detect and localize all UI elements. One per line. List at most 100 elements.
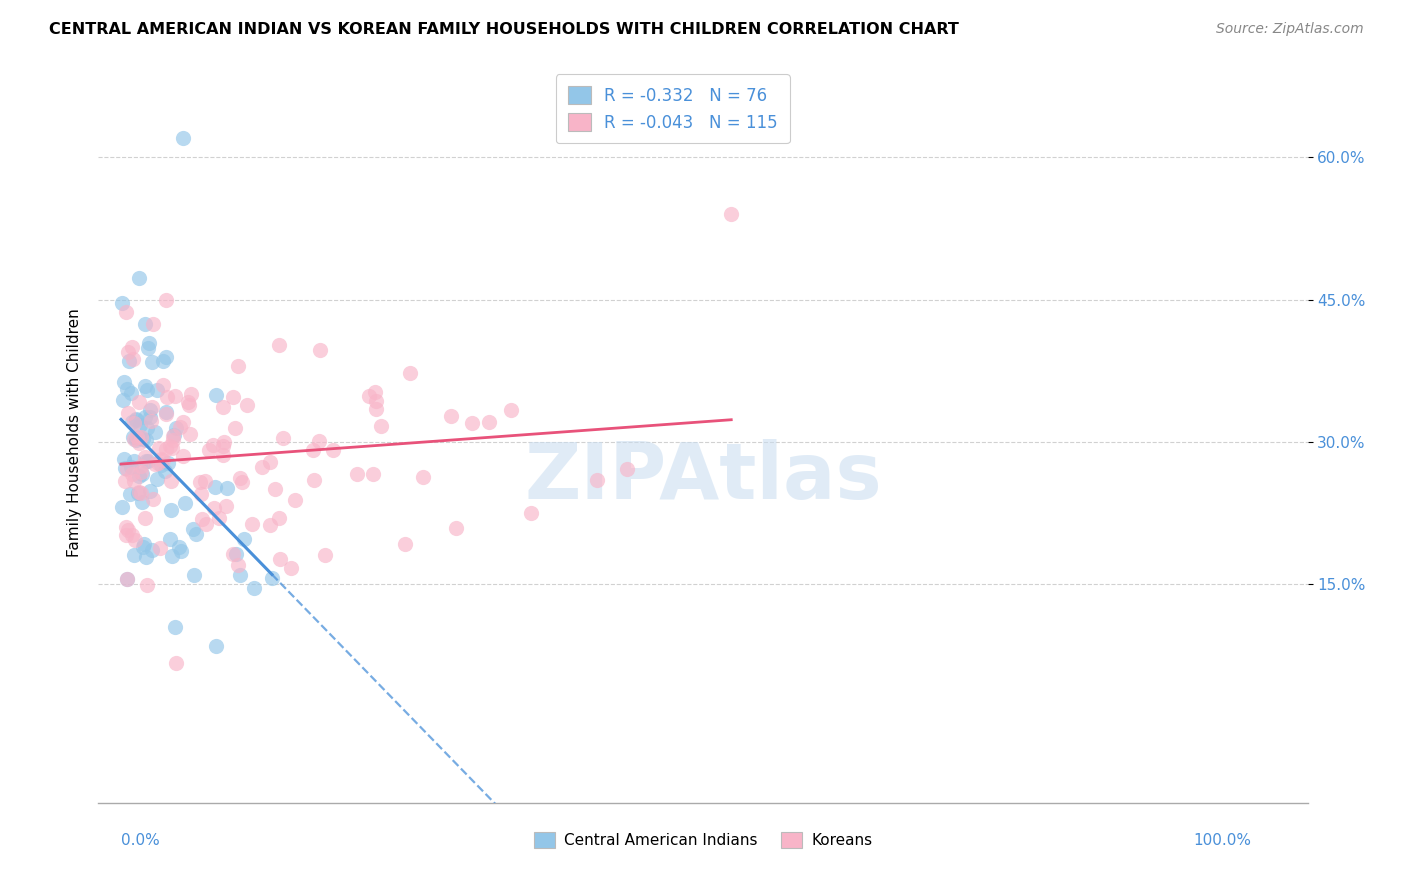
Point xyxy=(194,474,217,488)
Point xyxy=(148,442,170,456)
Text: 100.0%: 100.0% xyxy=(1194,833,1251,848)
Point xyxy=(121,467,143,481)
Point xyxy=(160,474,183,488)
Point xyxy=(155,442,177,456)
Point xyxy=(127,485,149,500)
Point xyxy=(309,343,332,357)
Point xyxy=(359,389,381,403)
Point xyxy=(205,387,228,401)
Point xyxy=(215,481,238,495)
Point xyxy=(160,441,183,455)
Point xyxy=(146,456,169,470)
Point xyxy=(501,402,523,417)
Point xyxy=(129,459,152,474)
Point xyxy=(259,455,281,469)
Point xyxy=(134,450,156,464)
Point xyxy=(134,317,156,331)
Point xyxy=(128,435,150,450)
Point xyxy=(165,420,187,434)
Point xyxy=(142,492,165,507)
Point xyxy=(132,537,155,551)
Point xyxy=(394,536,416,550)
Point xyxy=(172,449,194,463)
Point xyxy=(155,350,177,364)
Point xyxy=(112,392,135,407)
Point xyxy=(121,340,143,354)
Point xyxy=(120,487,142,501)
Point xyxy=(135,454,157,468)
Point xyxy=(124,533,146,547)
Point xyxy=(115,572,138,586)
Point xyxy=(134,379,156,393)
Point xyxy=(139,403,162,417)
Point xyxy=(152,353,174,368)
Point xyxy=(128,271,150,285)
Point xyxy=(114,305,136,319)
Point xyxy=(128,485,150,500)
Point xyxy=(157,456,180,470)
Point xyxy=(115,520,138,534)
Point xyxy=(308,434,330,449)
Point xyxy=(120,459,142,474)
Point xyxy=(264,482,287,496)
Point xyxy=(132,540,155,554)
Point xyxy=(204,480,226,494)
Point xyxy=(131,494,153,508)
Point xyxy=(180,387,202,401)
Point xyxy=(143,425,166,440)
Point xyxy=(135,383,157,397)
Point xyxy=(222,547,245,561)
Point xyxy=(146,472,169,486)
Point xyxy=(136,421,159,435)
Point xyxy=(366,402,388,417)
Point xyxy=(115,573,138,587)
Point xyxy=(198,443,221,458)
Point xyxy=(124,412,146,426)
Point xyxy=(136,454,159,468)
Point xyxy=(184,527,207,541)
Point xyxy=(122,474,145,488)
Point xyxy=(159,439,181,453)
Point xyxy=(121,351,143,366)
Point xyxy=(163,428,186,442)
Point xyxy=(142,317,165,331)
Point xyxy=(150,451,173,466)
Point xyxy=(120,386,142,401)
Point xyxy=(224,421,246,435)
Point xyxy=(176,395,198,409)
Point xyxy=(174,496,197,510)
Legend: Central American Indians, Koreans: Central American Indians, Koreans xyxy=(527,826,879,855)
Point xyxy=(259,518,281,533)
Point xyxy=(314,549,336,563)
Point xyxy=(124,454,146,468)
Point xyxy=(366,394,388,409)
Point xyxy=(136,577,159,591)
Point xyxy=(139,414,162,428)
Point xyxy=(302,473,325,487)
Point xyxy=(208,511,231,525)
Point xyxy=(191,511,214,525)
Point xyxy=(212,401,235,415)
Point xyxy=(135,433,157,447)
Point xyxy=(399,367,422,381)
Point xyxy=(156,390,179,404)
Point xyxy=(152,452,174,467)
Point xyxy=(322,443,344,458)
Point xyxy=(118,354,141,368)
Point xyxy=(181,522,204,536)
Point xyxy=(177,398,200,412)
Point xyxy=(122,430,145,444)
Point xyxy=(145,384,167,398)
Point xyxy=(138,336,160,351)
Point xyxy=(117,345,139,359)
Point xyxy=(128,395,150,409)
Point xyxy=(172,131,194,145)
Point xyxy=(228,471,250,485)
Point xyxy=(139,410,162,425)
Point xyxy=(440,409,463,423)
Point xyxy=(160,503,183,517)
Point xyxy=(124,434,146,448)
Point xyxy=(141,400,163,414)
Point xyxy=(160,549,183,563)
Point xyxy=(112,452,135,467)
